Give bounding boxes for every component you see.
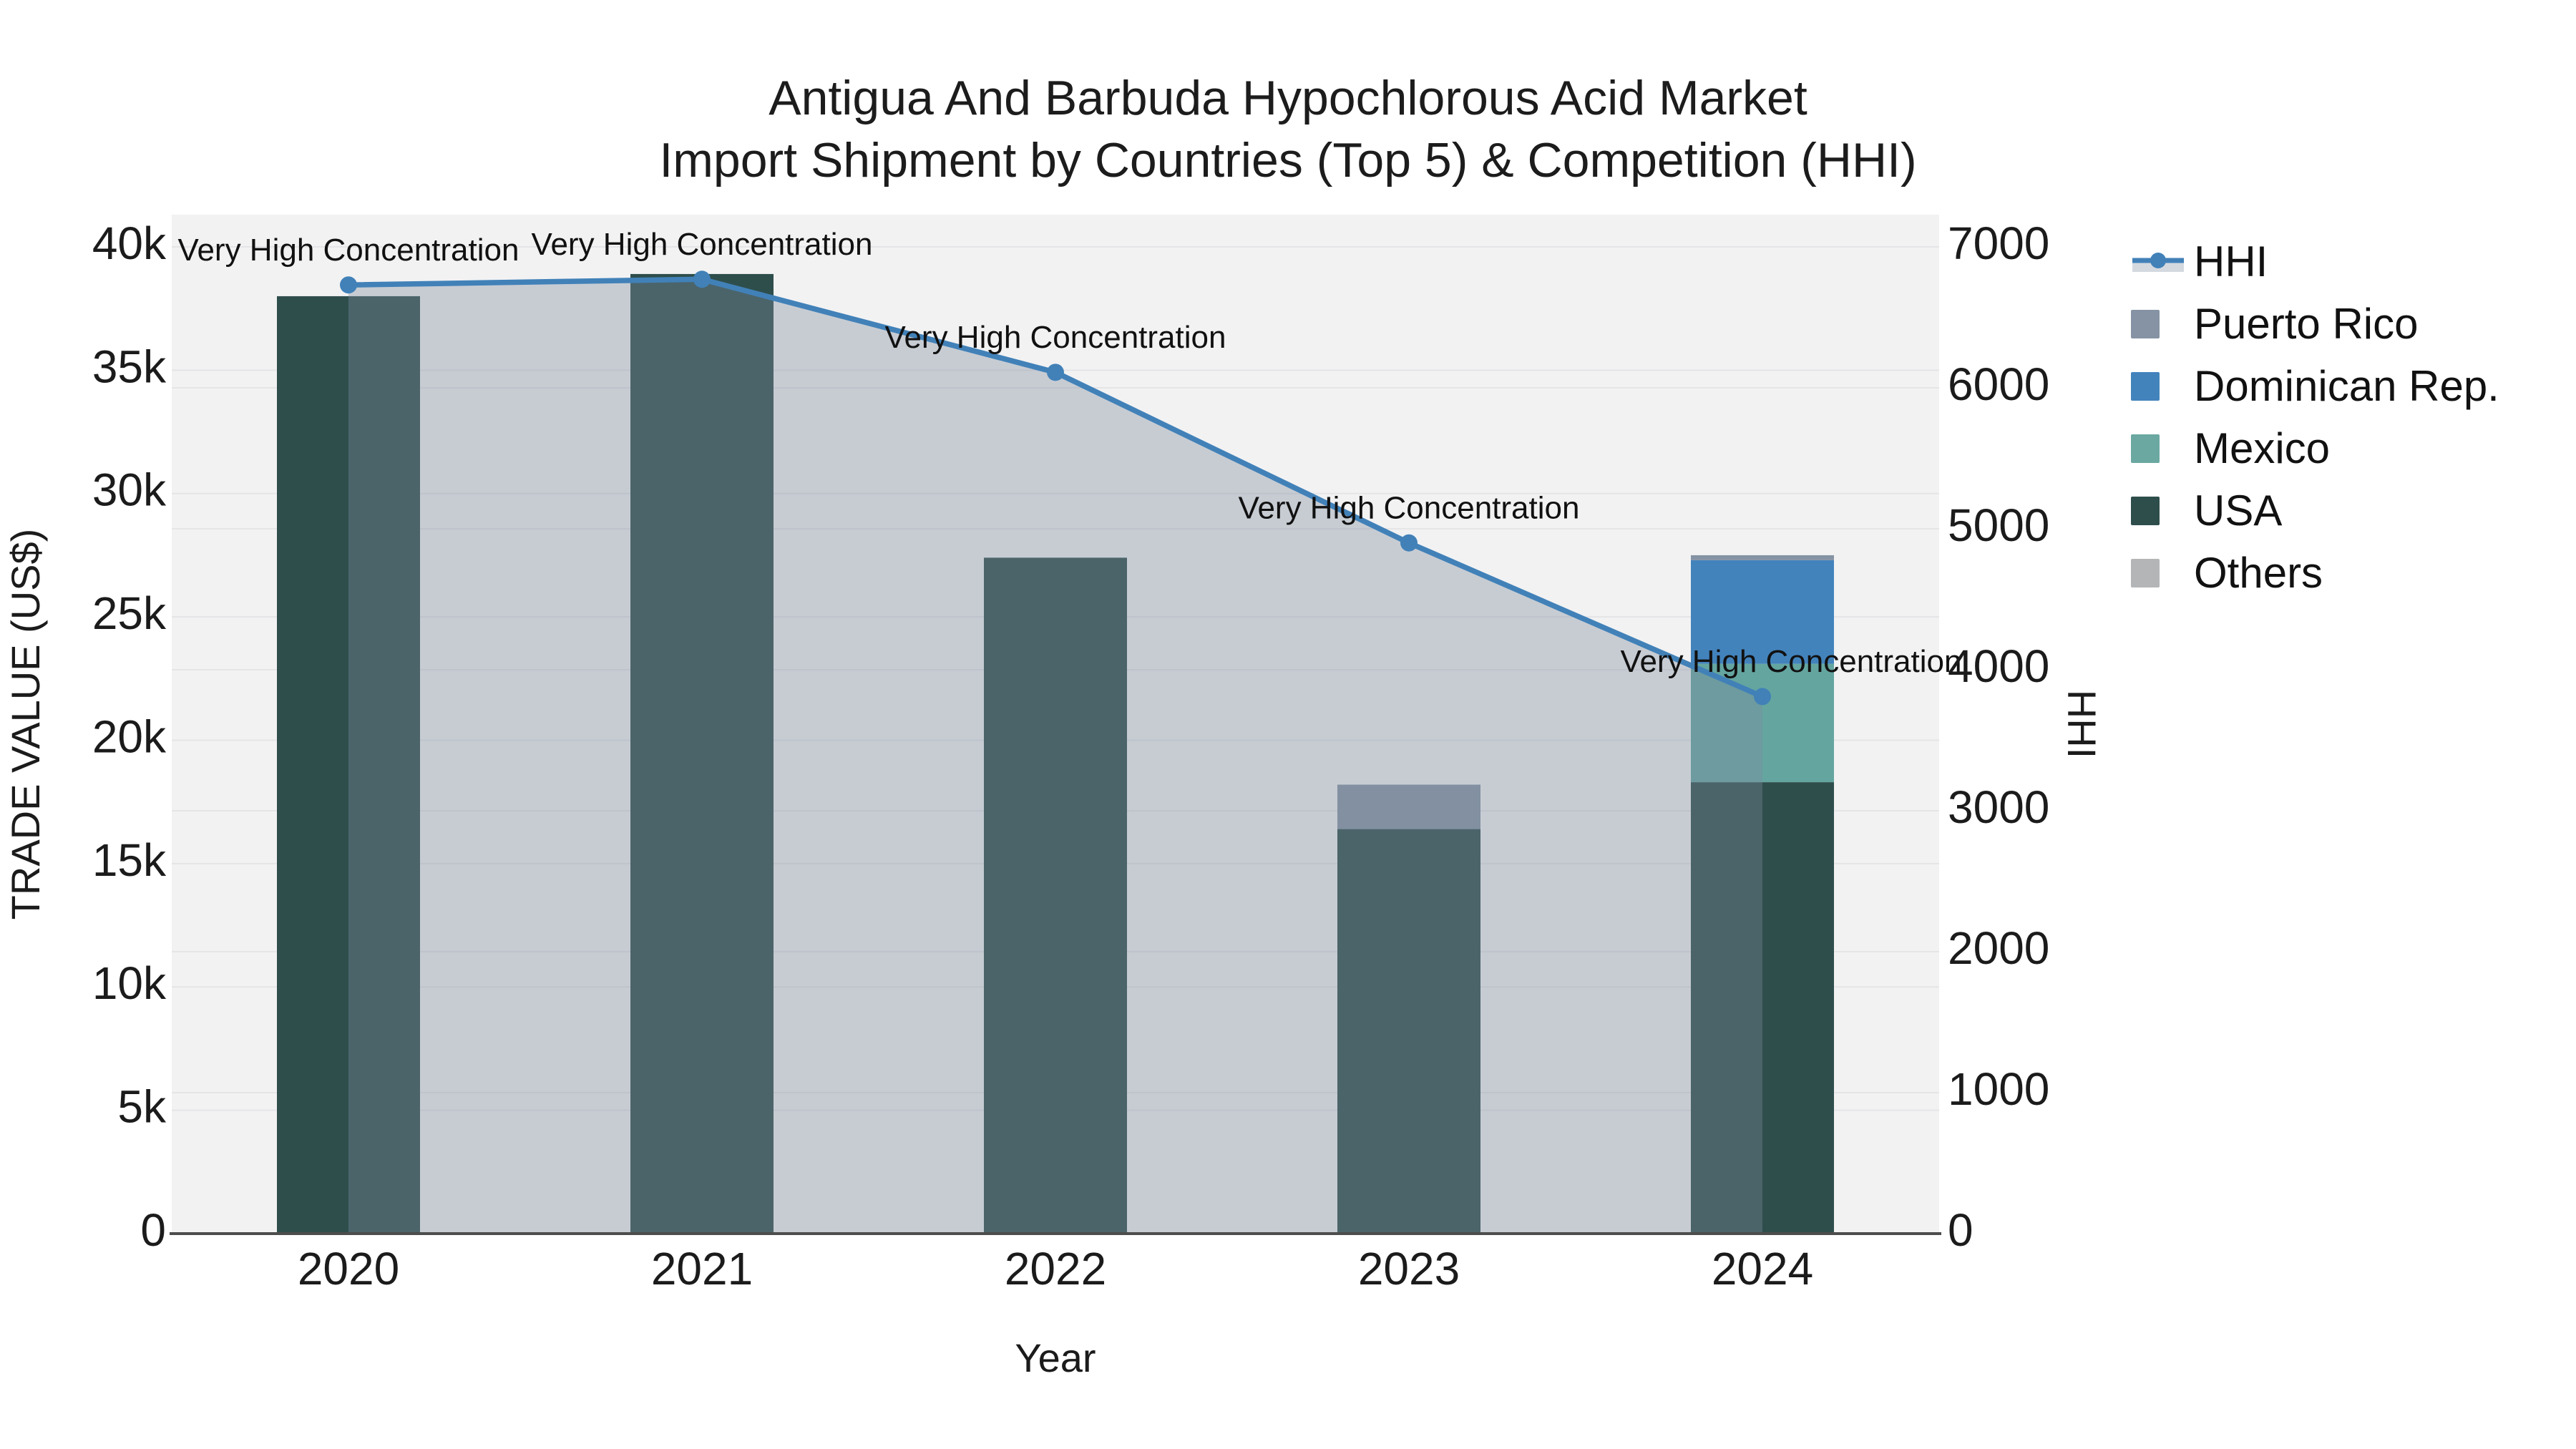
legend-item-others[interactable]: Others xyxy=(2131,542,2499,604)
legend-label: USA xyxy=(2194,487,2283,535)
annotation-2020: Very High Concentration xyxy=(178,233,519,268)
ytick-left-40k: 40k xyxy=(92,218,167,269)
annotation-2021: Very High Concentration xyxy=(532,227,873,262)
x-axis-title: Year xyxy=(1015,1335,1096,1380)
legend-line-icon xyxy=(2131,246,2194,278)
legend-swatch-icon xyxy=(2131,309,2194,338)
legend-item-dominicanrep[interactable]: Dominican Rep. xyxy=(2131,355,2499,417)
ytick-left-5k: 5k xyxy=(117,1081,167,1133)
ytick-left-15k: 15k xyxy=(92,834,167,886)
bar-segment-dominicanrep-2024[interactable] xyxy=(1691,560,1834,664)
ytick-left-20k: 20k xyxy=(92,711,167,762)
bar-segment-usa-2022[interactable] xyxy=(984,557,1127,1234)
bar-segment-usa-2024[interactable] xyxy=(1691,782,1834,1234)
xtick-2022: 2022 xyxy=(1005,1243,1106,1294)
ytick-right-0: 0 xyxy=(1948,1204,1974,1256)
chart-title-line2: Import Shipment by Countries (Top 5) & C… xyxy=(659,133,1917,187)
hhi-area-fill xyxy=(348,279,1762,1234)
bar-segment-usa-2021[interactable] xyxy=(630,273,774,1234)
xtick-2020: 2020 xyxy=(298,1243,399,1294)
hhi-marker-2022[interactable] xyxy=(1047,364,1064,381)
legend-label: Others xyxy=(2194,549,2323,597)
annotation-2024: Very High Concentration xyxy=(1621,644,1962,679)
bar-segment-usa-2023[interactable] xyxy=(1337,829,1480,1234)
legend-label: Mexico xyxy=(2194,424,2331,472)
chart-title-line1: Antigua And Barbuda Hypochlorous Acid Ma… xyxy=(769,71,1807,125)
ytick-left-25k: 25k xyxy=(92,587,167,639)
annotation-2023: Very High Concentration xyxy=(1239,490,1580,525)
xtick-2023: 2023 xyxy=(1358,1243,1460,1294)
hhi-marker-2020[interactable] xyxy=(340,276,357,294)
legend-swatch-icon xyxy=(2131,371,2194,401)
legend-swatch-icon xyxy=(2131,434,2194,463)
annotation-2022: Very High Concentration xyxy=(885,320,1226,355)
bar-segment-puertorico-2023[interactable] xyxy=(1337,784,1480,829)
legend-label: Puerto Rico xyxy=(2194,300,2419,348)
ytick-right-2000: 2000 xyxy=(1948,922,2049,974)
ytick-left-35k: 35k xyxy=(92,341,167,392)
legend-item-hhi[interactable]: HHI xyxy=(2131,230,2499,293)
legend-swatch-icon xyxy=(2131,558,2194,587)
ytick-left-0: 0 xyxy=(140,1204,166,1256)
ytick-right-6000: 6000 xyxy=(1948,358,2049,410)
legend-swatch-icon xyxy=(2131,496,2194,525)
xtick-2021: 2021 xyxy=(651,1243,753,1294)
ytick-right-1000: 1000 xyxy=(1948,1063,2049,1115)
bar-segment-puertorico-2024[interactable] xyxy=(1691,555,1834,560)
xtick-2024: 2024 xyxy=(1712,1243,1813,1294)
ytick-right-3000: 3000 xyxy=(1948,781,2049,833)
legend: HHI Puerto Rico Dominican Rep. Mexico USA Oth… xyxy=(2131,230,2499,604)
legend-label: HHI xyxy=(2194,238,2268,286)
hhi-marker-2021[interactable] xyxy=(693,270,711,288)
ytick-left-10k: 10k xyxy=(92,957,167,1009)
legend-label: Dominican Rep. xyxy=(2194,362,2499,410)
y-left-axis-title: TRADE VALUE (US$) xyxy=(3,529,48,920)
ytick-right-7000: 7000 xyxy=(1948,218,2049,269)
bar-segment-usa-2020[interactable] xyxy=(277,296,420,1234)
hhi-marker-2023[interactable] xyxy=(1400,534,1418,552)
ytick-right-4000: 4000 xyxy=(1948,640,2049,692)
y-right-axis-title: HHI xyxy=(2059,690,2104,758)
legend-item-mexico[interactable]: Mexico xyxy=(2131,417,2499,479)
bar-segment-mexico-2024[interactable] xyxy=(1691,663,1834,783)
ytick-left-30k: 30k xyxy=(92,464,167,516)
legend-item-usa[interactable]: USA xyxy=(2131,479,2499,542)
legend-item-puertorico[interactable]: Puerto Rico xyxy=(2131,293,2499,355)
ytick-right-5000: 5000 xyxy=(1948,499,2049,551)
hhi-marker-2024[interactable] xyxy=(1754,688,1771,706)
